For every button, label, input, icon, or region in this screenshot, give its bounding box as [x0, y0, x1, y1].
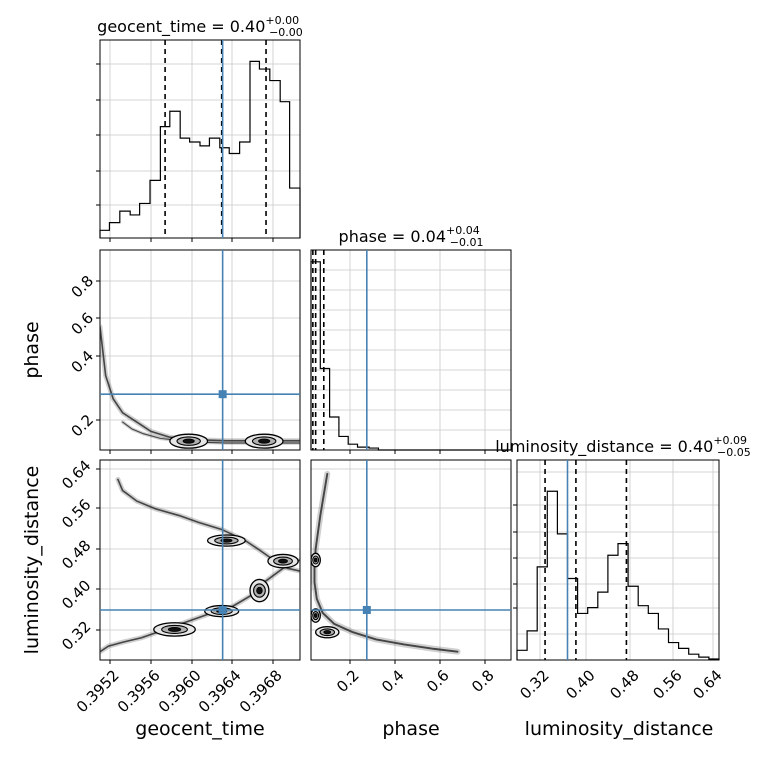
- title-main: phase = 0.04: [339, 227, 446, 246]
- title-sub: −0.05: [717, 446, 751, 459]
- hist-step-luminosity_distance: [516, 490, 720, 660]
- y-axis-label: luminosity_distance: [21, 466, 43, 655]
- scatter-band: [100, 557, 300, 655]
- hist-panel-phase: phase = 0.04+0.04 −0.01: [310, 224, 512, 454]
- x-tick-label: 0.3952: [73, 666, 123, 716]
- pair-content: [311, 470, 461, 655]
- contour-core: [313, 613, 318, 618]
- y-tick-label: 0.6: [68, 309, 98, 339]
- x-tick-label: 0.3956: [114, 666, 164, 716]
- contour-core: [313, 557, 318, 563]
- y-tick-label: 0.8: [68, 272, 98, 302]
- title-sup: +0.04: [446, 224, 480, 237]
- x-tick-label: 0.4: [378, 666, 408, 696]
- pair-panel-geocent_time|phase: [96, 249, 301, 454]
- x-axis-label: geocent_time: [135, 718, 264, 740]
- contour-core: [256, 586, 263, 595]
- x-tick-label: 0.8: [468, 666, 498, 696]
- panel-title-phase: phase = 0.04+0.04 −0.01: [339, 224, 484, 249]
- title-main: geocent_time = 0.40: [97, 17, 265, 37]
- truth-marker: [218, 390, 227, 399]
- title-main: luminosity_distance = 0.40: [495, 437, 713, 457]
- x-tick-label: 0.3968: [236, 666, 286, 716]
- contour-core: [278, 558, 288, 564]
- y-tick-label: 0.32: [58, 617, 94, 653]
- pair-content: [100, 476, 300, 655]
- x-tick-label: 0.2: [333, 666, 363, 696]
- y-tick-label: 0.40: [58, 576, 94, 612]
- y-tick-label: 0.2: [68, 411, 98, 441]
- x-axis-label: luminosity_distance: [525, 718, 714, 740]
- x-tick-label: 0.3964: [195, 666, 245, 716]
- contour-core: [182, 438, 195, 444]
- y-tick-label: 0.64: [58, 456, 94, 492]
- panel-frame: [99, 249, 301, 451]
- x-tick-label: 0.32: [516, 666, 552, 702]
- x-tick-label: 0.40: [562, 666, 598, 702]
- pair-panel-phase|luminosity_distance: [310, 459, 512, 664]
- panel-title-luminosity_distance: luminosity_distance = 0.40+0.09 −0.05: [495, 434, 751, 459]
- x-tick-label: 0.3960: [155, 666, 205, 716]
- y-tick-label: 0.48: [58, 536, 94, 572]
- panel-frame: [99, 39, 301, 239]
- hist-panel-geocent_time: geocent_time = 0.40+0.00 −0.00: [96, 14, 303, 242]
- panel-frame: [516, 459, 720, 661]
- title-sup: +0.09: [713, 434, 747, 447]
- density-ridge: [313, 472, 459, 653]
- x-tick-label: 0.48: [606, 666, 642, 702]
- y-tick-label: 0.4: [68, 347, 98, 377]
- truth-marker: [218, 606, 227, 614]
- contour-core: [220, 538, 233, 543]
- y-axis-label: phase: [21, 321, 43, 378]
- title-sub: −0.01: [450, 236, 484, 249]
- x-tick-label: 0.56: [649, 666, 685, 702]
- hist-step-geocent_time: [99, 60, 301, 238]
- pair-panel-geocent_time|luminosity_distance: [96, 459, 301, 664]
- title-sup: +0.00: [265, 14, 299, 27]
- x-tick-label: 0.64: [689, 666, 725, 702]
- scatter-band: [100, 324, 300, 444]
- truth-marker: [362, 606, 371, 614]
- contour-core: [258, 438, 271, 444]
- title-sub: −0.00: [269, 26, 303, 39]
- density-ridge: [100, 325, 300, 442]
- pair-content: [100, 324, 300, 449]
- x-tick-label: 0.6: [423, 666, 453, 696]
- hist-step-phase: [310, 261, 511, 451]
- density-ridge: [100, 559, 300, 653]
- y-tick-label: 0.56: [58, 495, 94, 531]
- contour-core: [167, 627, 182, 632]
- contour-core: [323, 630, 332, 635]
- x-axis-label: phase: [382, 718, 439, 740]
- hist-panel-luminosity_distance: luminosity_distance = 0.40+0.09 −0.05: [495, 434, 751, 661]
- panel-title-geocent_time: geocent_time = 0.40+0.00 −0.00: [97, 14, 303, 39]
